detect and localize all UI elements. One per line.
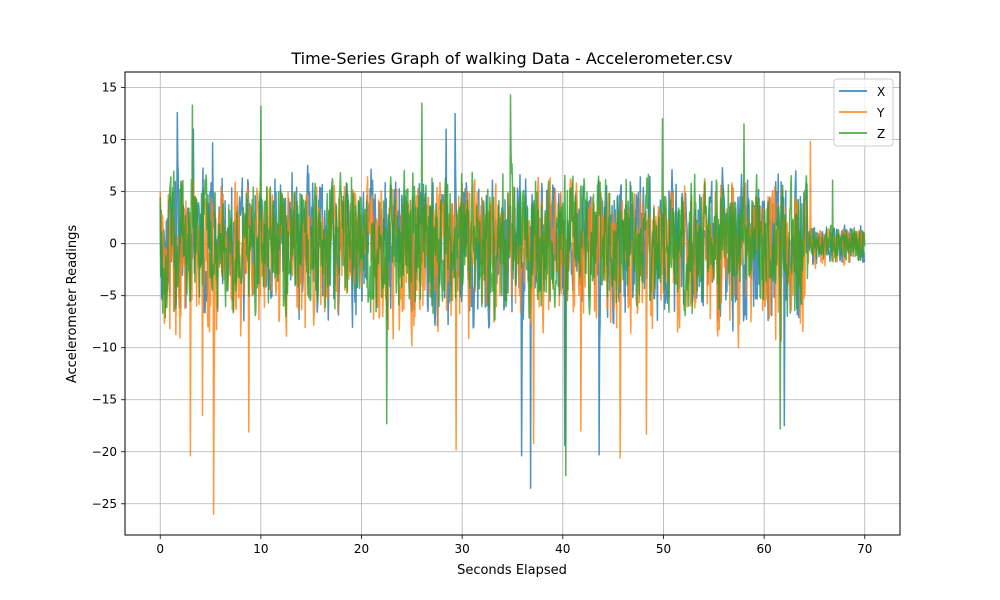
legend-entries: XYZ bbox=[839, 85, 885, 141]
x-tick-label: 0 bbox=[156, 542, 164, 556]
y-tick-label: 0 bbox=[109, 237, 117, 251]
y-tick-label: −15 bbox=[92, 393, 117, 407]
legend: XYZ bbox=[833, 78, 894, 147]
y-tick-label: 10 bbox=[102, 133, 117, 147]
x-tick-label: 30 bbox=[455, 542, 470, 556]
x-tick-label: 40 bbox=[555, 542, 570, 556]
y-tick-label: −25 bbox=[92, 497, 117, 511]
x-tick-label: 20 bbox=[354, 542, 369, 556]
y-tick-label: −20 bbox=[92, 445, 117, 459]
y-tick-label: −5 bbox=[99, 289, 117, 303]
x-axis-ticks: 0 10 20 30 40 50 60 70 bbox=[156, 535, 872, 556]
legend-label-y: Y bbox=[876, 106, 885, 120]
chart-title: Time-Series Graph of walking Data - Acce… bbox=[290, 49, 732, 68]
x-tick-label: 70 bbox=[857, 542, 872, 556]
series-layer bbox=[159, 94, 866, 515]
x-axis-label: Seconds Elapsed bbox=[457, 563, 567, 578]
x-tick-label: 10 bbox=[253, 542, 268, 556]
legend-label-z: Z bbox=[877, 127, 885, 141]
y-tick-label: 5 bbox=[109, 185, 117, 199]
legend-label-x: X bbox=[877, 85, 885, 99]
series-line-z bbox=[159, 94, 866, 477]
y-axis-ticks: −25 −20 −15 −10 −5 0 5 10 15 bbox=[92, 81, 125, 511]
y-tick-label: −10 bbox=[92, 341, 117, 355]
y-axis-label: Accelerometer Readings bbox=[65, 225, 80, 384]
x-tick-label: 60 bbox=[756, 542, 771, 556]
plot-area-frame bbox=[124, 71, 901, 536]
x-tick-label: 50 bbox=[656, 542, 671, 556]
y-tick-label: 15 bbox=[102, 81, 117, 95]
